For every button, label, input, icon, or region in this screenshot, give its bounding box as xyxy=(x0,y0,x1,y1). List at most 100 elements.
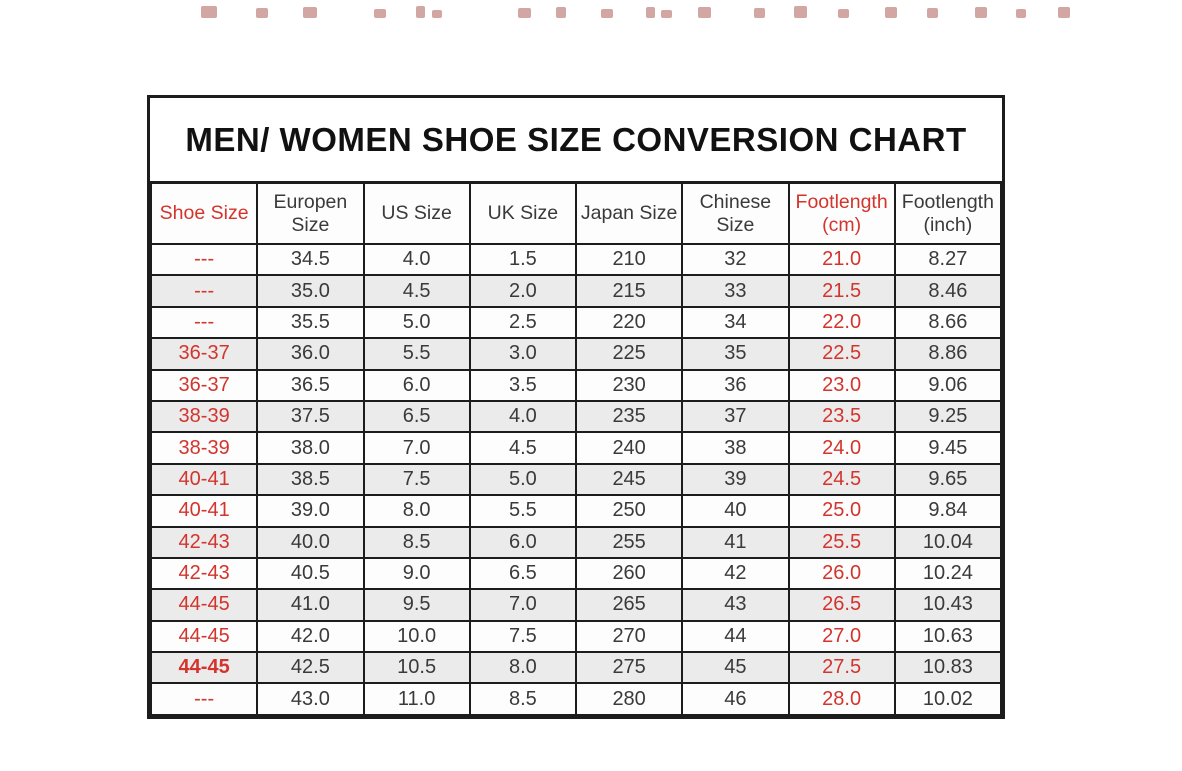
table-row: 42-43 40.5 9.0 6.5 260 42 26.0 10.24 xyxy=(149,556,1003,591)
cropped-text-mark xyxy=(1058,7,1070,18)
table-cell: 215 xyxy=(574,274,684,308)
table-cell: 24.0 xyxy=(787,431,896,465)
cropped-text-mark xyxy=(303,7,317,18)
cropped-text-mark xyxy=(794,6,807,18)
table-cell: 43 xyxy=(681,588,790,622)
chart-title: MEN/ WOMEN SHOE SIZE CONVERSION CHART xyxy=(150,98,1002,182)
cropped-text-mark xyxy=(754,8,765,18)
table-cell: 4.5 xyxy=(468,431,578,465)
table-cell: --- xyxy=(149,305,259,340)
table-cell: 40-41 xyxy=(149,494,259,528)
table-cell: 23.0 xyxy=(787,368,896,402)
table-row: --- 35.0 4.5 2.0 215 33 21.5 8.46 xyxy=(149,274,1003,308)
table-cell: 44-45 xyxy=(149,651,259,685)
table-cell: 5.0 xyxy=(362,305,471,340)
table-cell: 21.0 xyxy=(787,242,896,277)
table-row: 38-39 38.0 7.0 4.5 240 38 24.0 9.45 xyxy=(149,431,1003,465)
cropped-text-mark xyxy=(201,6,217,18)
table-cell: 9.65 xyxy=(893,462,1003,497)
table-cell: 8.86 xyxy=(893,337,1003,371)
table-cell: 23.5 xyxy=(787,399,896,434)
cropped-text-mark xyxy=(556,7,566,18)
table-cell: 38.5 xyxy=(256,462,365,497)
table-row: 36-37 36.5 6.0 3.5 230 36 23.0 9.06 xyxy=(149,368,1003,402)
column-header: UK Size xyxy=(468,182,578,245)
cropped-text-mark xyxy=(975,7,987,18)
table-cell: 42.0 xyxy=(256,619,365,654)
table-cell: 220 xyxy=(574,305,684,340)
table-cell: 35.0 xyxy=(256,274,365,308)
table-cell: 44 xyxy=(681,619,790,654)
table-cell: 32 xyxy=(681,242,790,277)
table-cell: 39 xyxy=(681,462,790,497)
table-cell: 25.5 xyxy=(787,525,896,559)
table-cell: 37 xyxy=(681,399,790,434)
table-cell: 38.0 xyxy=(256,431,365,465)
cropped-text-mark xyxy=(518,8,531,18)
table-cell: 33 xyxy=(681,274,790,308)
table-cell: 10.04 xyxy=(893,525,1003,559)
table-cell: 7.0 xyxy=(362,431,471,465)
table-cell: 6.5 xyxy=(362,399,471,434)
table-cell: 38-39 xyxy=(149,431,259,465)
table-cell: 41.0 xyxy=(256,588,365,622)
cropped-text-mark xyxy=(885,7,897,18)
cropped-text-mark xyxy=(374,9,386,18)
cropped-text-mark xyxy=(927,8,938,18)
table-cell: 42 xyxy=(681,556,790,591)
table-cell: 10.5 xyxy=(362,651,471,685)
table-cell: 4.0 xyxy=(362,242,471,277)
table-cell: 7.0 xyxy=(468,588,578,622)
cropped-text-mark xyxy=(432,10,442,18)
table-cell: 225 xyxy=(574,337,684,371)
table-cell: 10.0 xyxy=(362,619,471,654)
conversion-table: Shoe Size Europen Size US Size UK Size Japan… xyxy=(149,182,1003,716)
table-cell: 10.43 xyxy=(893,588,1003,622)
table-cell: 9.45 xyxy=(893,431,1003,465)
table-cell: 8.66 xyxy=(893,305,1003,340)
table-cell: 5.0 xyxy=(468,462,578,497)
table-cell: 9.0 xyxy=(362,556,471,591)
table-cell: 1.5 xyxy=(468,242,578,277)
table-row: 44-45 42.5 10.5 8.0 275 45 27.5 10.83 xyxy=(149,651,1003,685)
table-cell: 46 xyxy=(681,682,790,716)
table-cell: 8.27 xyxy=(893,242,1003,277)
cropped-text-mark xyxy=(601,9,613,18)
table-cell: 34 xyxy=(681,305,790,340)
table-cell: 41 xyxy=(681,525,790,559)
table-row: 36-37 36.0 5.5 3.0 225 35 22.5 8.86 xyxy=(149,337,1003,371)
table-cell: 10.24 xyxy=(893,556,1003,591)
table-cell: 42-43 xyxy=(149,556,259,591)
table-cell: 8.5 xyxy=(362,525,471,559)
table-row: 40-41 38.5 7.5 5.0 245 39 24.5 9.65 xyxy=(149,462,1003,497)
table-cell: 40 xyxy=(681,494,790,528)
table-cell: --- xyxy=(149,242,259,277)
table-cell: 8.46 xyxy=(893,274,1003,308)
cropped-text-mark xyxy=(646,7,655,18)
table-cell: 24.5 xyxy=(787,462,896,497)
table-cell: 235 xyxy=(574,399,684,434)
cropped-text-mark xyxy=(661,10,672,18)
table-cell: 43.0 xyxy=(256,682,365,716)
header-row: Shoe Size Europen Size US Size UK Size Japan… xyxy=(149,182,1003,245)
table-cell: 44-45 xyxy=(149,619,259,654)
table-row: --- 34.5 4.0 1.5 210 32 21.0 8.27 xyxy=(149,242,1003,277)
table-cell: 10.63 xyxy=(893,619,1003,654)
column-header: Chinese Size xyxy=(681,182,790,245)
column-header: Footlength (cm) xyxy=(787,182,896,245)
table-cell: 5.5 xyxy=(362,337,471,371)
table-cell: 240 xyxy=(574,431,684,465)
table-cell: 39.0 xyxy=(256,494,365,528)
table-cell: 6.0 xyxy=(468,525,578,559)
table-cell: 42-43 xyxy=(149,525,259,559)
table-cell: 36-37 xyxy=(149,337,259,371)
table-cell: 26.5 xyxy=(787,588,896,622)
table-cell: --- xyxy=(149,274,259,308)
table-cell: --- xyxy=(149,682,259,716)
table-cell: 265 xyxy=(574,588,684,622)
table-cell: 36.0 xyxy=(256,337,365,371)
table-row: --- 43.0 11.0 8.5 280 46 28.0 10.02 xyxy=(149,682,1003,716)
table-cell: 260 xyxy=(574,556,684,591)
table-row: --- 35.5 5.0 2.5 220 34 22.0 8.66 xyxy=(149,305,1003,340)
table-cell: 40.5 xyxy=(256,556,365,591)
